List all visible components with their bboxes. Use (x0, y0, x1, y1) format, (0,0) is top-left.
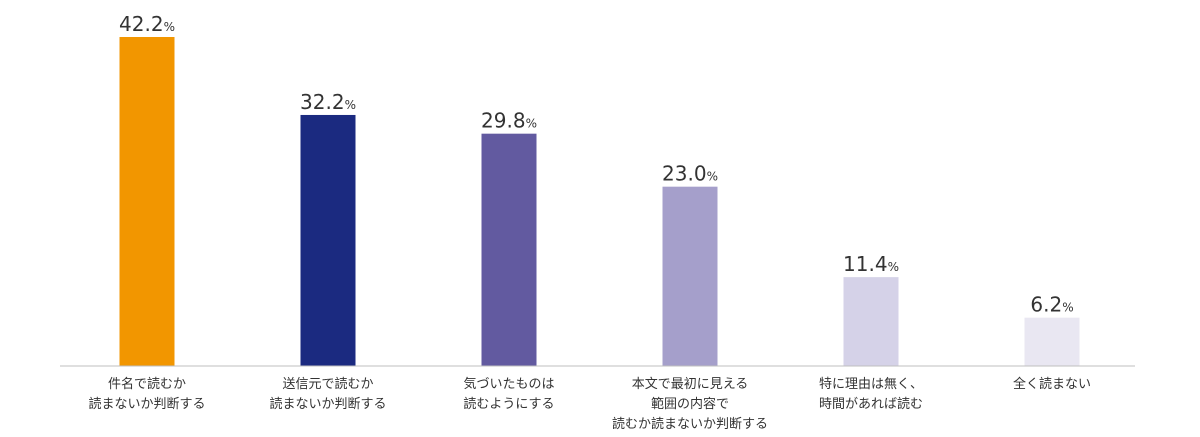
category-label-line: 送信元で読むか (282, 376, 373, 392)
category-label-line: 全く読まない (1013, 376, 1091, 392)
bars-group (119, 37, 1080, 366)
bar-2 (300, 114, 356, 366)
category-label-line: 読まないか判断する (269, 396, 386, 412)
value-labels-group: 42.2%32.2%29.8%23.0%11.4%6.2% (119, 12, 1074, 317)
value-number: 6.2 (1030, 293, 1062, 317)
category-label-1: 件名で読むか読まないか判断する (88, 376, 205, 412)
value-unit: % (707, 170, 718, 184)
value-unit: % (526, 117, 537, 131)
value-number: 23.0 (662, 162, 707, 186)
bar-3 (481, 133, 537, 366)
value-unit: % (345, 98, 356, 112)
category-label-line: 読むようにする (463, 396, 554, 412)
category-label-2: 送信元で読むか読まないか判断する (269, 376, 386, 412)
value-label-1: 42.2% (119, 12, 175, 36)
bar-5 (843, 277, 899, 366)
category-labels-group: 件名で読むか読まないか判断する送信元で読むか読まないか判断する気づいたものは読む… (88, 376, 1091, 432)
category-label-line: 特に理由は無く、 (819, 377, 923, 392)
category-label-line: 件名で読むか (108, 376, 186, 392)
category-label-4: 本文で最初に見える範囲の内容で読むか読まないか判断する (612, 377, 768, 432)
value-unit: % (888, 260, 899, 274)
value-label-6: 6.2% (1030, 293, 1073, 317)
bar-6 (1024, 317, 1080, 366)
value-unit: % (164, 20, 175, 34)
category-label-line: 気づいたものは (463, 376, 554, 392)
value-label-2: 32.2% (300, 90, 356, 114)
category-label-line: 読まないか判断する (88, 396, 205, 412)
category-label-line: 読むか読まないか判断する (612, 416, 768, 432)
value-unit: % (1062, 301, 1073, 315)
category-label-line: 本文で最初に見える (632, 377, 749, 392)
category-label-5: 特に理由は無く、時間があれば読む (819, 377, 923, 412)
value-label-3: 29.8% (481, 109, 537, 133)
category-label-line: 時間があれば読む (819, 396, 923, 412)
category-label-6: 全く読まない (1013, 376, 1091, 392)
category-label-line: 範囲の内容で (651, 396, 729, 412)
value-number: 29.8 (481, 109, 526, 133)
bar-4 (662, 186, 718, 366)
value-label-5: 11.4% (843, 252, 899, 276)
category-label-3: 気づいたものは読むようにする (463, 376, 554, 412)
value-number: 42.2 (119, 12, 164, 36)
value-number: 11.4 (843, 252, 888, 276)
bar-1 (119, 37, 175, 366)
value-label-4: 23.0% (662, 162, 718, 186)
value-number: 32.2 (300, 90, 345, 114)
